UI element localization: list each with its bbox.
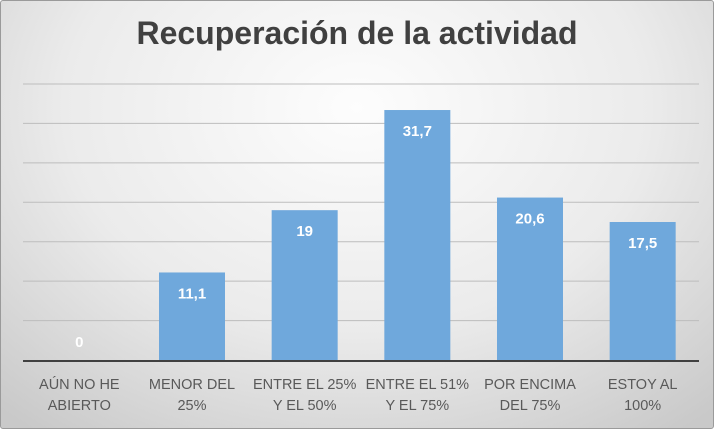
x-tick-label: Y EL 75% <box>385 398 449 414</box>
x-tick-label: DEL 75% <box>500 398 561 414</box>
x-tick-label: AÚN NO HE <box>39 376 120 393</box>
chart-title: Recuperación de la actividad <box>136 15 578 51</box>
x-tick-label: ENTRE EL 51% <box>366 377 470 393</box>
x-tick-label: ABIERTO <box>48 398 111 414</box>
x-tick-label: POR ENCIMA <box>484 377 576 393</box>
data-label: 20,6 <box>515 211 544 228</box>
bar <box>497 197 563 360</box>
x-tick-label: ENTRE EL 25% <box>253 377 357 393</box>
bar <box>159 272 225 360</box>
x-tick-label: 25% <box>177 398 206 414</box>
bar <box>384 110 451 360</box>
data-label: 0 <box>75 334 83 351</box>
x-tick-label: ESTOY AL <box>608 377 678 393</box>
x-tick-label: MENOR DEL <box>149 377 235 393</box>
data-label: 19 <box>296 223 313 240</box>
bar <box>271 210 338 360</box>
bar <box>609 222 676 360</box>
data-label: 17,5 <box>628 235 657 252</box>
x-tick-label: 100% <box>624 398 661 414</box>
data-label: 11,1 <box>178 285 206 302</box>
x-tick-label: Y EL 50% <box>273 398 337 414</box>
data-label: 31,7 <box>403 123 432 140</box>
